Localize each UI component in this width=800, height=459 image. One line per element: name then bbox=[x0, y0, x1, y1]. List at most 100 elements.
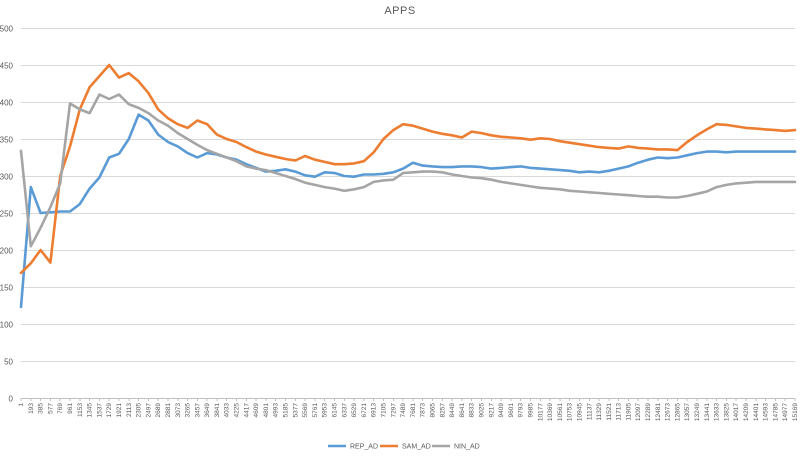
x-tick-label: 7873 bbox=[420, 403, 427, 418]
x-tick-label: 11329 bbox=[596, 403, 603, 421]
y-axis: 0 50 100 150 200 250 300 350 400 450 500 bbox=[0, 25, 14, 404]
x-axis: 1 193 385 577 769 961 1153 1345 1537 1729 1921 2113… bbox=[18, 398, 799, 421]
x-tick-label: 2113 bbox=[126, 403, 133, 417]
x-tick-label: 4801 bbox=[263, 403, 270, 418]
x-tick-label: 5761 bbox=[312, 403, 319, 418]
x-tick-label: 6913 bbox=[371, 403, 378, 418]
x-tick-label: 12673 bbox=[665, 403, 672, 421]
x-tick-label: 2497 bbox=[145, 403, 152, 418]
x-tick-label: 8449 bbox=[449, 403, 456, 418]
x-tick-label: 4609 bbox=[253, 403, 260, 418]
x-tick-label: 1537 bbox=[96, 403, 103, 418]
y-tick-label: 50 bbox=[4, 358, 13, 367]
x-tick-label: 9409 bbox=[498, 403, 505, 418]
x-tick-label: 9601 bbox=[508, 403, 515, 418]
y-tick-label: 100 bbox=[0, 321, 14, 330]
x-tick-label: 2305 bbox=[136, 403, 143, 418]
x-tick-label: 4993 bbox=[273, 403, 280, 418]
x-tick-label: 13441 bbox=[704, 403, 711, 421]
series-line-rep-ad bbox=[19, 113, 797, 309]
x-tick-label: 9985 bbox=[527, 403, 534, 418]
y-tick-label: 250 bbox=[0, 210, 14, 219]
y-tick-label: 500 bbox=[0, 25, 14, 34]
x-tick-label: 8641 bbox=[459, 403, 466, 418]
y-tick-label: 200 bbox=[0, 247, 14, 256]
x-tick-label: 3649 bbox=[204, 403, 211, 418]
legend-label: REP_AD bbox=[350, 444, 378, 451]
x-tick-label: 14209 bbox=[743, 403, 750, 421]
x-tick-label: 12097 bbox=[635, 403, 642, 421]
x-tick-label: 9217 bbox=[488, 403, 495, 418]
y-tick-label: 0 bbox=[9, 395, 14, 404]
x-tick-label: 12865 bbox=[674, 403, 681, 421]
x-tick-label: 10561 bbox=[557, 403, 564, 421]
x-tick-label: 10945 bbox=[576, 403, 583, 421]
x-tick-label: 6721 bbox=[361, 403, 368, 418]
x-tick-label: 11137 bbox=[586, 403, 593, 420]
x-tick-label: 11905 bbox=[625, 403, 632, 421]
x-tick-label: 577 bbox=[47, 403, 54, 414]
x-tick-label: 3457 bbox=[194, 403, 201, 418]
x-tick-label: 4033 bbox=[224, 403, 231, 418]
x-tick-label: 10753 bbox=[567, 403, 574, 421]
x-tick-label: 14977 bbox=[782, 403, 789, 421]
x-tick-label: 11521 bbox=[606, 403, 613, 421]
x-tick-label: 1153 bbox=[77, 403, 84, 417]
x-tick-label: 1 bbox=[18, 403, 25, 407]
y-tick-label: 350 bbox=[0, 136, 14, 145]
legend-label: NIN_AD bbox=[454, 444, 480, 451]
x-tick-label: 5953 bbox=[322, 403, 329, 418]
x-tick-label: 2689 bbox=[155, 403, 162, 418]
x-tick-label: 14593 bbox=[763, 403, 770, 421]
x-tick-label: 193 bbox=[28, 403, 35, 414]
y-tick-label: 300 bbox=[0, 173, 14, 182]
x-tick-label: 8065 bbox=[429, 403, 436, 418]
x-tick-label: 4417 bbox=[243, 403, 250, 418]
x-tick-label: 13825 bbox=[723, 403, 730, 421]
x-tick-label: 9025 bbox=[478, 403, 485, 418]
x-tick-label: 3073 bbox=[175, 403, 182, 418]
chart-title: APPS bbox=[384, 5, 415, 17]
x-tick-label: 6145 bbox=[332, 403, 339, 418]
x-tick-label: 5569 bbox=[302, 403, 309, 418]
x-tick-label: 14017 bbox=[733, 403, 740, 421]
x-tick-label: 14785 bbox=[772, 403, 779, 421]
x-tick-label: 12481 bbox=[655, 403, 662, 421]
x-tick-label: 13249 bbox=[694, 403, 701, 421]
x-tick-label: 2881 bbox=[165, 403, 172, 418]
x-tick-label: 7105 bbox=[381, 403, 388, 418]
x-tick-label: 14401 bbox=[753, 403, 760, 421]
x-tick-label: 5377 bbox=[292, 403, 299, 418]
x-tick-label: 13633 bbox=[714, 403, 721, 421]
x-tick-label: 10177 bbox=[537, 403, 544, 421]
x-tick-label: 8257 bbox=[439, 403, 446, 418]
x-tick-label: 4225 bbox=[234, 403, 241, 418]
y-tick-label: 450 bbox=[0, 62, 14, 71]
x-tick-label: 7681 bbox=[410, 403, 417, 418]
x-tick-label: 769 bbox=[57, 403, 64, 414]
x-tick-label: 1921 bbox=[116, 403, 123, 418]
x-tick-label: 9793 bbox=[518, 403, 525, 418]
x-tick-label: 13057 bbox=[684, 403, 691, 421]
series-line-sam-ad bbox=[19, 63, 797, 275]
series-line-nin-ad bbox=[19, 93, 797, 248]
x-tick-label: 3841 bbox=[214, 403, 221, 418]
x-tick-label: 15169 bbox=[792, 403, 799, 421]
x-tick-label: 5185 bbox=[283, 403, 290, 418]
gridlines bbox=[21, 28, 795, 399]
x-tick-label: 12289 bbox=[645, 403, 652, 421]
x-tick-label: 11713 bbox=[616, 403, 623, 421]
x-tick-label: 10369 bbox=[547, 403, 554, 421]
x-tick-label: 6337 bbox=[341, 403, 348, 418]
x-tick-label: 961 bbox=[67, 403, 74, 414]
x-tick-label: 7297 bbox=[390, 403, 397, 418]
y-tick-label: 400 bbox=[0, 99, 14, 108]
x-tick-label: 1345 bbox=[87, 403, 94, 418]
x-tick-label: 3265 bbox=[185, 403, 192, 418]
x-tick-label: 1729 bbox=[106, 403, 113, 418]
x-tick-label: 7489 bbox=[400, 403, 407, 418]
y-tick-label: 150 bbox=[0, 284, 14, 293]
x-tick-label: 6529 bbox=[351, 403, 358, 418]
x-tick-label: 8833 bbox=[469, 403, 476, 418]
